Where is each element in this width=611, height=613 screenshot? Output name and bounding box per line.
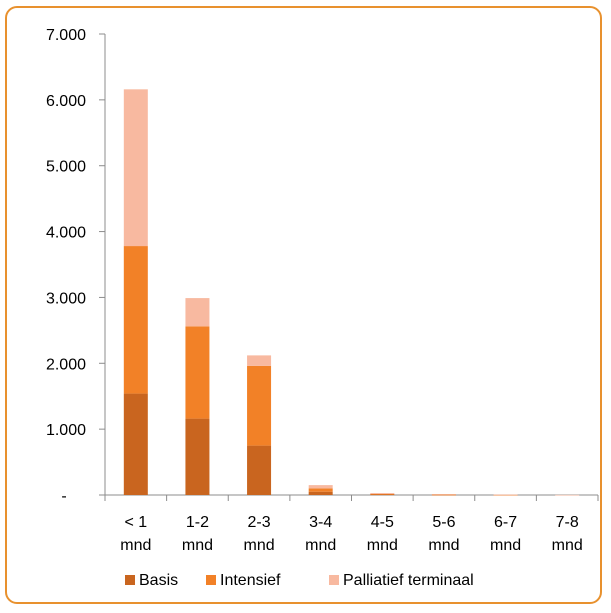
y-tick-label: 6.000 <box>46 93 86 110</box>
x-tick-label: < 1 mnd <box>120 514 151 554</box>
y-tick-label: 4.000 <box>46 225 86 242</box>
axes <box>104 34 598 496</box>
x-tick-label: 1-2 mnd <box>182 514 213 554</box>
x-axis-ticks: < 1 mnd 1-2 mnd 2-3 mnd 3-4 mnd 4-5 mnd 5-6 mnd 6-7 m… <box>104 495 599 554</box>
bar-intensief <box>431 494 456 496</box>
y-tick-label: 2.000 <box>46 356 86 373</box>
x-tick-label: 4-5 mnd <box>367 514 398 554</box>
y-tick-label: 3.000 <box>46 290 86 307</box>
legend-label: Intensief <box>220 572 281 589</box>
y-tick-label: 1.000 <box>46 422 86 439</box>
bar-palliatief-terminaal <box>555 494 580 496</box>
bar-basis <box>308 491 333 495</box>
x-tick-label: 3-4 mnd <box>305 514 336 554</box>
bar-basis <box>123 393 148 495</box>
legend: Basis Intensief Palliatief terminaal <box>125 572 474 589</box>
legend-swatch <box>206 575 216 585</box>
y-tick-label: - <box>61 488 66 505</box>
bars <box>123 89 580 496</box>
bar-palliatief-terminaal <box>308 485 333 489</box>
y-tick-label: 5.000 <box>46 159 86 176</box>
bar-basis <box>185 418 210 495</box>
bar-palliatief-terminaal <box>431 494 456 495</box>
x-tick-label: 6-7 mnd <box>490 514 521 554</box>
legend-label: Palliatief terminaal <box>343 572 474 589</box>
bar-palliatief-terminaal <box>370 493 395 494</box>
y-axis-ticks: - 1.000 2.000 3.000 4.000 5.000 6.000 7.000 <box>46 27 105 505</box>
bar-intensief <box>370 493 395 495</box>
bar-basis <box>370 494 395 496</box>
y-tick-label: 7.000 <box>46 27 86 44</box>
x-tick-label: 7-8 mnd <box>552 514 583 554</box>
bar-intensief <box>185 326 210 419</box>
legend-swatch <box>329 575 339 585</box>
bar-palliatief-terminaal <box>493 494 518 496</box>
bar-palliatief-terminaal <box>185 298 210 327</box>
bar-intensief <box>123 246 148 394</box>
bar-intensief <box>308 488 333 492</box>
bar-basis <box>247 445 272 495</box>
bar-palliatief-terminaal <box>123 89 148 247</box>
legend-label: Basis <box>139 572 178 589</box>
bar-palliatief-terminaal <box>247 355 272 366</box>
x-tick-label: 2-3 mnd <box>244 514 275 554</box>
legend-swatch <box>125 575 135 585</box>
x-tick-label: 5-6 mnd <box>428 514 459 554</box>
bar-intensief <box>247 365 272 446</box>
